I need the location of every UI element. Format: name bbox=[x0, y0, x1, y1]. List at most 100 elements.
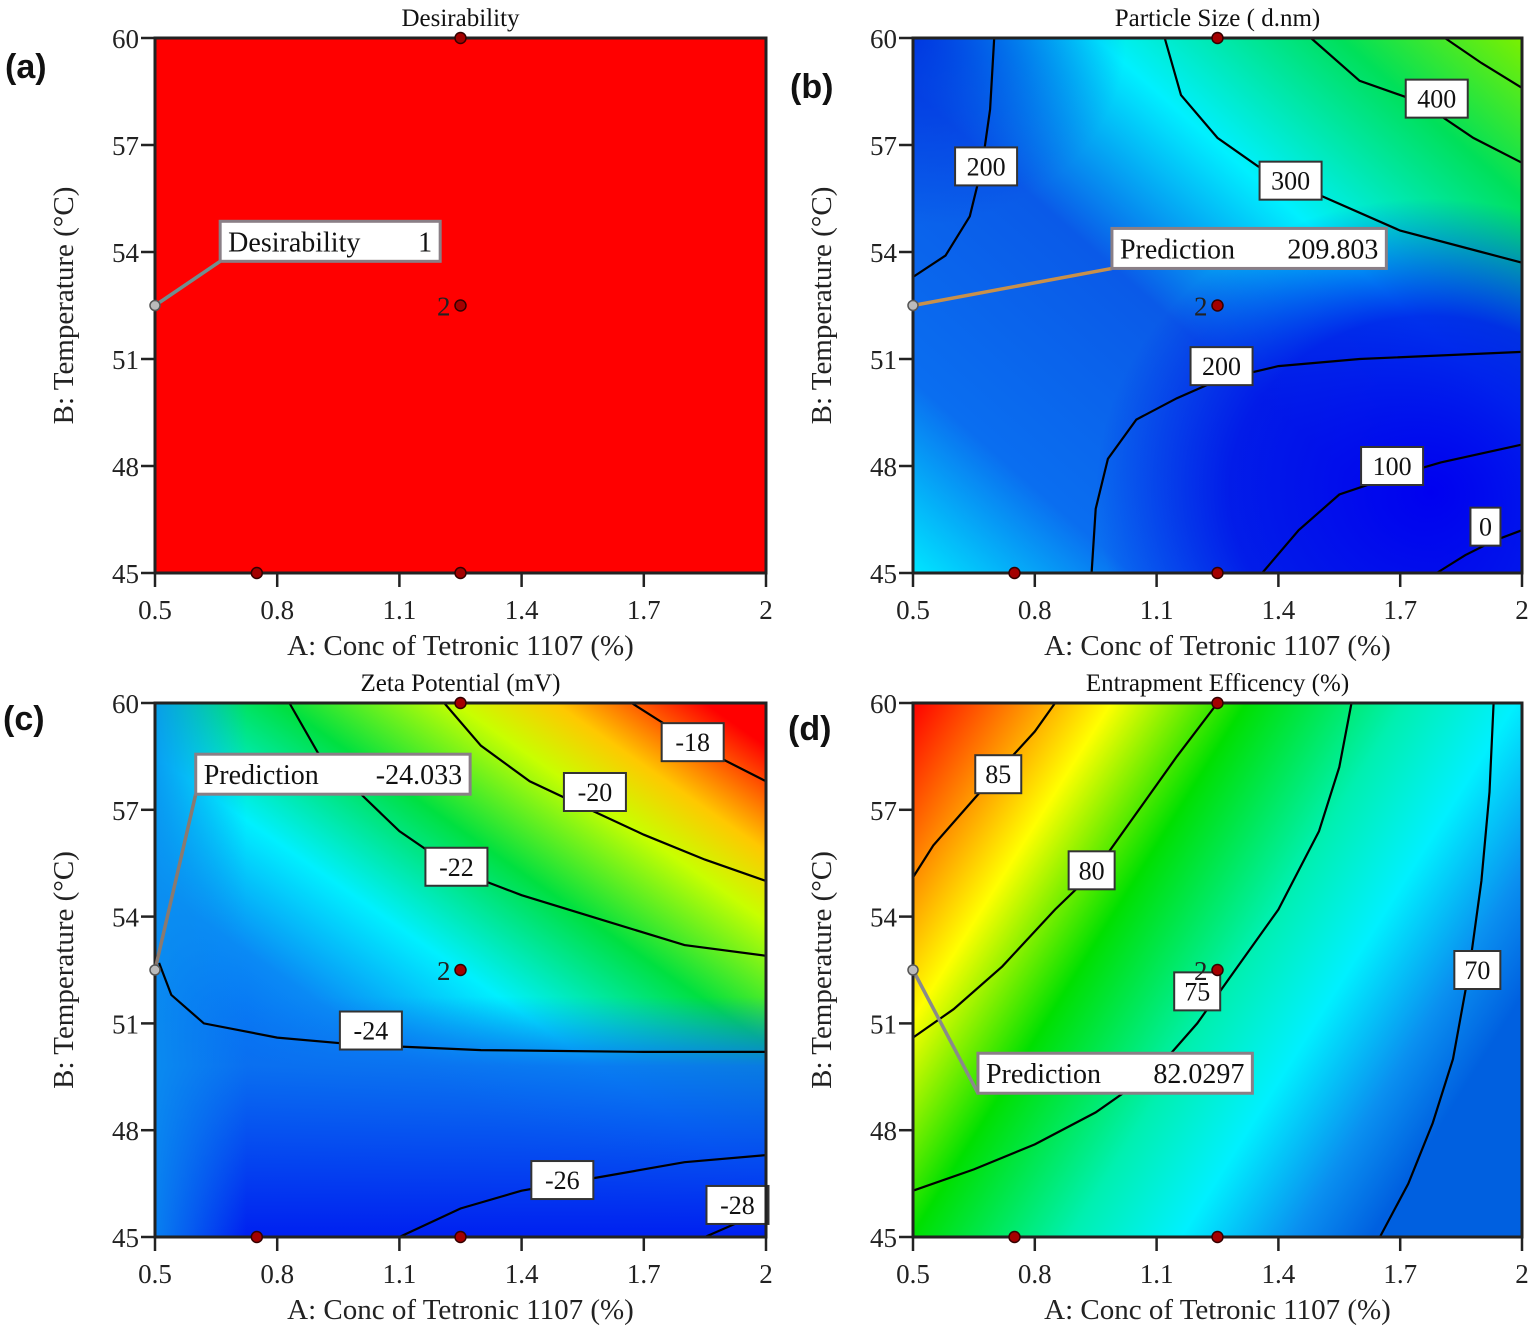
contour-label-box bbox=[1453, 950, 1502, 990]
contour-label: 80 bbox=[1067, 850, 1116, 891]
contour-label-text: 0 bbox=[1479, 513, 1492, 542]
contour-label: 200 bbox=[1189, 346, 1254, 387]
contour-label-box bbox=[562, 772, 627, 812]
x-tick-label: 0.5 bbox=[896, 595, 930, 625]
prediction-point[interactable] bbox=[149, 964, 161, 976]
design-point-count: 2 bbox=[1194, 956, 1208, 986]
y-tick-label: 51 bbox=[870, 345, 897, 375]
x-axis-label: A: Conc of Tetronic 1107 (%) bbox=[287, 1294, 634, 1326]
y-axis-label: B: Temperature (°C) bbox=[806, 851, 838, 1089]
design-point bbox=[1211, 696, 1224, 710]
contour-label-box bbox=[974, 754, 1023, 795]
contour-label: 70 bbox=[1453, 950, 1502, 990]
contour-label-text: 85 bbox=[985, 760, 1011, 789]
prediction-point[interactable] bbox=[149, 299, 161, 312]
y-tick-label: 48 bbox=[870, 452, 897, 482]
contour-label: 75 bbox=[1173, 971, 1222, 1012]
x-tick-label: 1.7 bbox=[627, 1259, 661, 1289]
panel-label: (d) bbox=[788, 710, 831, 748]
contour-label-box bbox=[1469, 506, 1502, 547]
contour-label: 0 bbox=[1469, 506, 1502, 547]
x-tick-label: 1.4 bbox=[1262, 595, 1296, 625]
design-point bbox=[454, 1230, 467, 1244]
x-tick-label: 1.4 bbox=[1262, 1259, 1296, 1289]
y-tick-label: 57 bbox=[870, 131, 897, 161]
design-point bbox=[454, 963, 467, 977]
contour-label-box bbox=[1173, 971, 1222, 1012]
contour-label: 85 bbox=[974, 754, 1023, 795]
contour-label-text: -18 bbox=[675, 728, 710, 757]
prediction-box bbox=[194, 752, 472, 796]
prediction-box bbox=[976, 1051, 1254, 1095]
design-point bbox=[1008, 566, 1021, 580]
contour-line-b-6 bbox=[1436, 529, 1523, 574]
x-tick-label: 0.8 bbox=[1018, 595, 1052, 625]
y-tick-label: 57 bbox=[112, 796, 139, 826]
contour-label-text: 70 bbox=[1464, 956, 1490, 985]
prediction-label: Prediction bbox=[1120, 234, 1235, 265]
x-tick-label: 2 bbox=[1515, 595, 1529, 625]
y-tick-label: 54 bbox=[870, 903, 898, 933]
x-tick-label: 0.8 bbox=[260, 1259, 294, 1289]
prediction-value: -24.033 bbox=[376, 760, 462, 791]
prediction-label: Prediction bbox=[204, 760, 319, 791]
y-tick-label: 45 bbox=[112, 1223, 139, 1253]
y-tick-label: 54 bbox=[870, 238, 898, 268]
y-tick-label: 45 bbox=[870, 559, 897, 589]
contour-label-text: -28 bbox=[720, 1191, 755, 1220]
design-point-count: 2 bbox=[437, 292, 451, 322]
x-axis-label: A: Conc of Tetronic 1107 (%) bbox=[1044, 630, 1391, 662]
y-tick-label: 60 bbox=[870, 689, 897, 719]
panel-b: 200 300 400 200 100 0 0.5 0.8 1.1 1.4 1.7 2 45 48 51 54… bbox=[790, 5, 1529, 662]
contour-label: -26 bbox=[530, 1160, 595, 1201]
prediction-flag[interactable]: Prediction -24.033 bbox=[149, 752, 472, 976]
contour-label-box bbox=[660, 722, 725, 763]
prediction-point[interactable] bbox=[907, 964, 919, 976]
prediction-flag[interactable]: Prediction 82.0297 bbox=[907, 964, 1254, 1095]
panel-d: 85 80 75 70 0.5 0.8 1.1 1.4 1.7 2 45 48 51 54 57 60 A: C… bbox=[788, 670, 1529, 1326]
x-tick-label: 2 bbox=[759, 1259, 773, 1289]
y-tick-label: 54 bbox=[112, 238, 140, 268]
design-point bbox=[454, 299, 467, 312]
contour-label-box bbox=[1360, 446, 1425, 486]
contour-label: 400 bbox=[1404, 78, 1469, 119]
y-tick-label: 51 bbox=[870, 1009, 897, 1039]
prediction-leader-line bbox=[911, 969, 980, 1095]
x-tick-label: 1.1 bbox=[1140, 595, 1174, 625]
y-tick-label: 48 bbox=[112, 452, 139, 482]
design-point bbox=[1211, 31, 1224, 45]
design-point-count: 2 bbox=[437, 956, 451, 986]
contour-label-box bbox=[705, 1184, 770, 1225]
prediction-flag[interactable]: Prediction 209.803 bbox=[907, 226, 1388, 312]
contour-label-box bbox=[338, 1010, 403, 1051]
contour-label-text: 80 bbox=[1079, 856, 1105, 885]
x-tick-label: 0.5 bbox=[896, 1259, 930, 1289]
prediction-leader-line bbox=[154, 259, 222, 307]
prediction-label: Desirability bbox=[228, 227, 360, 258]
x-tick-label: 1.1 bbox=[383, 595, 417, 625]
chart-title: Entrapment Efficency (%) bbox=[1086, 670, 1349, 697]
design-point bbox=[454, 566, 467, 580]
prediction-leader-line bbox=[912, 266, 1113, 308]
y-axis-label: B: Temperature (°C) bbox=[48, 187, 80, 425]
contour-line-b-0 bbox=[912, 37, 996, 278]
chart-title: Particle Size ( d.nm) bbox=[1115, 5, 1321, 32]
contour-label-box bbox=[424, 846, 489, 887]
prediction-flag[interactable]: Desirability 1 bbox=[149, 219, 442, 312]
panel-c: -18 -20 -22 -24 -26 -28 0.5 0.8 1.1 1.4 1.7 2 45 48 51… bbox=[3, 670, 773, 1326]
contour-label-box bbox=[954, 146, 1019, 187]
contour-label: -20 bbox=[562, 772, 627, 812]
design-point-count: 2 bbox=[1194, 292, 1208, 322]
panel-label: (a) bbox=[5, 48, 47, 86]
x-axis-label: A: Conc of Tetronic 1107 (%) bbox=[1044, 1294, 1391, 1326]
design-point bbox=[250, 1230, 264, 1244]
contour-label: 200 bbox=[954, 146, 1019, 187]
x-axis-label: A: Conc of Tetronic 1107 (%) bbox=[287, 630, 634, 662]
y-tick-label: 57 bbox=[870, 796, 897, 826]
y-axis-label: B: Temperature (°C) bbox=[48, 851, 80, 1089]
contour-line-b-4 bbox=[1090, 350, 1523, 574]
prediction-label: Prediction bbox=[986, 1059, 1101, 1090]
prediction-point[interactable] bbox=[907, 299, 919, 312]
contour-label-text: 300 bbox=[1271, 167, 1310, 196]
